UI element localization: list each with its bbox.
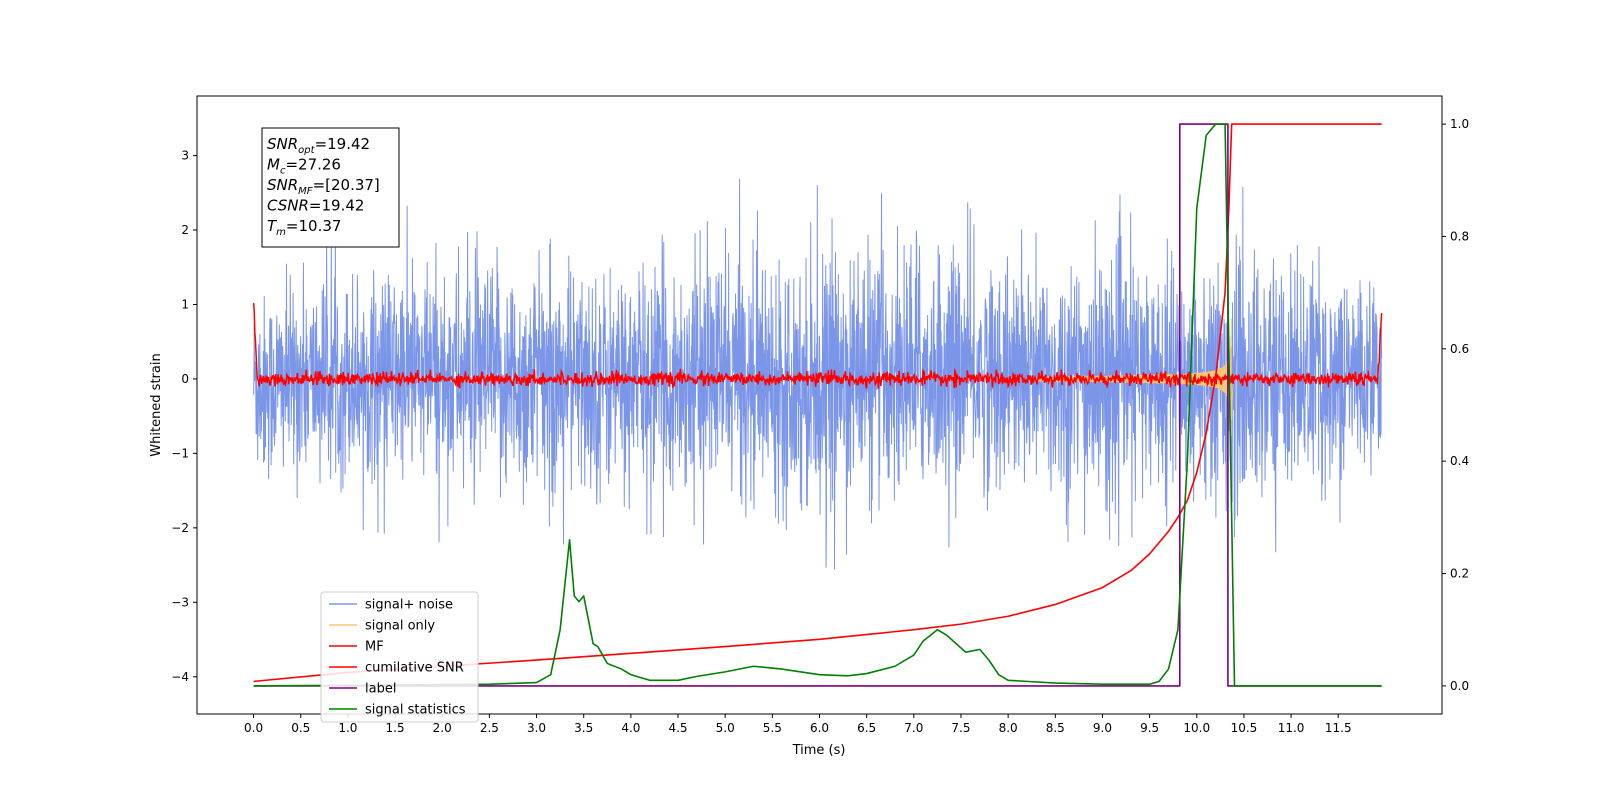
x-tick-label: 1.5 [386,721,405,735]
y-tick-label: −1 [171,446,189,460]
legend-entry: label [365,682,396,697]
x-axis-label: Time (s) [792,743,846,758]
x-tick-label: 8.0 [999,721,1018,735]
y2-tick-label: 0.6 [1450,342,1469,356]
legend: signal+ noise signal only MF cumilative SNR… [320,591,479,723]
x-tick-label: 6.5 [857,721,876,735]
x-tick-label: 4.5 [668,721,687,735]
series-mf [252,302,1383,389]
annotation-line: SNRMF=[20.37] [267,176,380,197]
x-tick-label: 5.5 [763,721,782,735]
y-axis-right: 1.0 0.8 0.6 0.4 0.2 0.0 [1442,117,1469,693]
y-tick-label: 3 [181,149,189,163]
y-axis-label: Whitened strain [149,353,164,456]
annotation-frame [261,127,400,248]
y-tick-label: 2 [181,223,189,237]
x-tick-label: 3.5 [574,721,593,735]
x-tick-label: 9.5 [1140,721,1159,735]
x-tick-label: 11.0 [1278,721,1305,735]
y-tick-label: −4 [171,670,189,684]
legend-frame [320,591,479,723]
x-tick-label: 0.5 [291,721,310,735]
annotation-box: SNRopt=19.42Mc=27.26SNRMF=[20.37]CSNR=19… [261,127,400,248]
x-tick-label: 10.0 [1183,721,1210,735]
y-axis-left: 3 2 1 0 −1 −2 −3 −4 [171,149,197,684]
legend-entry: signal statistics [365,703,466,718]
x-tick-label: 10.5 [1231,721,1258,735]
x-tick-label: 8.5 [1046,721,1065,735]
y-tick-label: 1 [181,297,189,311]
legend-entry: MF [365,640,384,655]
annotation-line: CSNR=19.42 [267,197,364,215]
legend-entry: signal+ noise [365,598,453,613]
x-tick-label: 11.5 [1325,721,1352,735]
series-layer [252,123,1383,687]
y-tick-label: 0 [181,372,189,386]
x-tick-label: 4.0 [621,721,640,735]
x-tick-label: 7.5 [951,721,970,735]
x-tick-label: 6.0 [810,721,829,735]
y2-tick-label: 0.0 [1450,679,1469,693]
x-tick-label: 1.0 [338,721,357,735]
y2-tick-label: 1.0 [1450,117,1469,131]
annotation-line: Tm=10.37 [267,217,341,238]
x-tick-label: 2.0 [433,721,452,735]
x-tick-label: 9.0 [1093,721,1112,735]
x-tick-label: 3.0 [527,721,546,735]
legend-entry: signal only [365,619,435,634]
x-tick-label: 7.0 [904,721,923,735]
x-axis: 0.0 0.5 1.0 1.5 2.0 2.5 3.0 3.5 4.0 4.5 5.0 5.5 6.0 6… [244,714,1352,735]
x-tick-label: 5.0 [716,721,735,735]
y2-tick-label: 0.2 [1450,567,1469,581]
annotation-line: Mc=27.26 [267,156,341,177]
y-tick-label: −3 [171,595,189,609]
y2-tick-label: 0.4 [1450,454,1469,468]
x-tick-label: 2.5 [480,721,499,735]
annotation-line: SNRopt=19.42 [267,135,370,156]
legend-entry: cumilative SNR [365,661,464,676]
x-tick-label: 0.0 [244,721,263,735]
series-signal-statistics [253,123,1382,687]
y-tick-label: −2 [171,521,189,535]
y2-tick-label: 0.8 [1450,229,1469,243]
